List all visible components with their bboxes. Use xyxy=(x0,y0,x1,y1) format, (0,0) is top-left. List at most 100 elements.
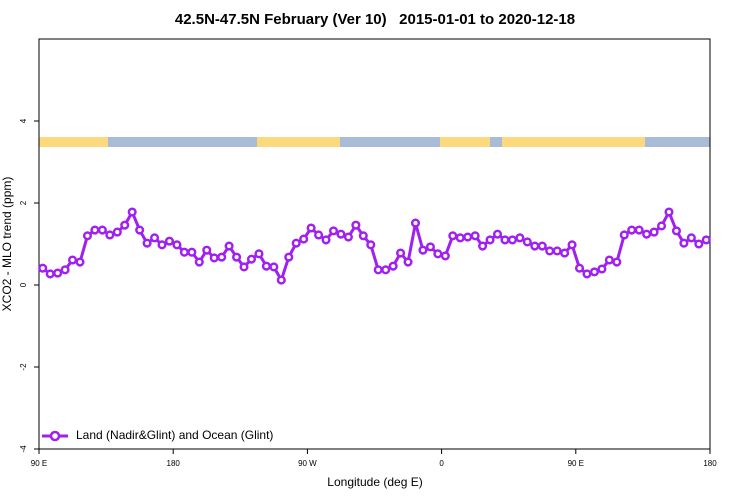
x-tick-label: 90 E xyxy=(31,459,47,468)
point xyxy=(425,242,435,252)
point xyxy=(485,235,495,245)
point xyxy=(45,269,55,279)
point xyxy=(164,236,175,246)
point xyxy=(239,262,249,272)
point xyxy=(701,235,711,245)
point xyxy=(209,253,219,263)
point xyxy=(530,241,540,251)
point xyxy=(492,229,503,239)
point xyxy=(194,257,204,267)
point xyxy=(574,263,585,273)
point xyxy=(686,233,696,243)
chart-title: 42.5N-47.5N February (Ver 10) 2015-01-01… xyxy=(175,11,575,28)
point xyxy=(478,241,488,251)
point xyxy=(321,235,331,245)
land-segment xyxy=(440,137,645,147)
point xyxy=(60,265,70,275)
point xyxy=(634,225,644,235)
y-tick-label: -2 xyxy=(19,363,28,371)
point xyxy=(314,230,324,240)
point xyxy=(433,249,443,259)
x-tick-label: 180 xyxy=(167,459,181,468)
ocean-segment xyxy=(340,137,440,147)
plot-frame xyxy=(38,38,711,450)
point xyxy=(671,226,682,236)
point xyxy=(664,207,674,217)
point xyxy=(269,262,279,272)
point xyxy=(351,220,361,230)
point xyxy=(38,263,48,273)
point xyxy=(560,248,570,258)
y-axis-label: XCO2 - MLO trend (ppm) xyxy=(0,177,14,312)
point xyxy=(112,227,122,237)
point xyxy=(105,230,115,240)
point xyxy=(463,232,473,242)
point xyxy=(694,239,704,249)
point xyxy=(358,231,368,241)
point xyxy=(507,235,517,245)
point xyxy=(299,234,309,244)
point xyxy=(306,223,316,233)
legend-marker xyxy=(49,430,61,442)
point xyxy=(679,238,689,248)
point xyxy=(187,247,197,257)
point xyxy=(515,233,525,243)
point xyxy=(649,227,659,237)
point xyxy=(373,265,383,275)
point xyxy=(336,229,346,239)
point xyxy=(120,220,130,230)
point xyxy=(179,247,189,257)
point xyxy=(627,225,637,235)
y-tick-label: 4 xyxy=(19,118,28,123)
x-tick-label: 90 W xyxy=(298,459,317,468)
point xyxy=(612,257,622,267)
legend-label: Land (Nadir&Glint) and Ocean (Glint) xyxy=(76,428,273,442)
point xyxy=(619,230,629,240)
land-segment xyxy=(257,137,340,147)
point xyxy=(97,225,107,235)
point xyxy=(537,241,547,251)
point xyxy=(217,252,227,262)
point xyxy=(522,237,532,247)
x-axis-label: Longitude (deg E) xyxy=(327,475,422,489)
point xyxy=(470,231,480,241)
point xyxy=(291,238,301,248)
point xyxy=(142,238,152,248)
point xyxy=(68,255,78,265)
point xyxy=(75,257,85,267)
point xyxy=(642,229,652,239)
y-tick-label: 2 xyxy=(19,200,28,205)
point xyxy=(396,248,406,258)
point xyxy=(246,254,257,264)
point xyxy=(254,249,264,259)
point xyxy=(82,231,93,241)
point xyxy=(455,233,465,243)
point xyxy=(150,233,160,243)
point xyxy=(381,265,391,275)
point xyxy=(589,267,599,277)
land-ocean-band xyxy=(39,137,710,147)
ocean-segment xyxy=(108,137,257,147)
x-tick-label: 180 xyxy=(703,459,717,468)
point xyxy=(90,225,100,235)
point xyxy=(448,231,458,241)
point xyxy=(366,240,376,250)
point xyxy=(582,269,592,279)
point xyxy=(545,246,555,256)
point xyxy=(276,275,286,285)
point xyxy=(656,221,667,231)
point xyxy=(567,240,577,250)
point xyxy=(597,264,607,274)
point xyxy=(157,240,167,250)
point xyxy=(172,240,182,250)
point xyxy=(224,241,234,251)
point xyxy=(53,268,63,278)
y-tick-label: -4 xyxy=(19,445,28,453)
point xyxy=(202,245,212,255)
point xyxy=(403,257,413,267)
point xyxy=(135,225,145,235)
point xyxy=(604,255,614,265)
point xyxy=(410,218,421,228)
ocean-segment xyxy=(645,137,710,147)
land-segment xyxy=(39,137,108,147)
